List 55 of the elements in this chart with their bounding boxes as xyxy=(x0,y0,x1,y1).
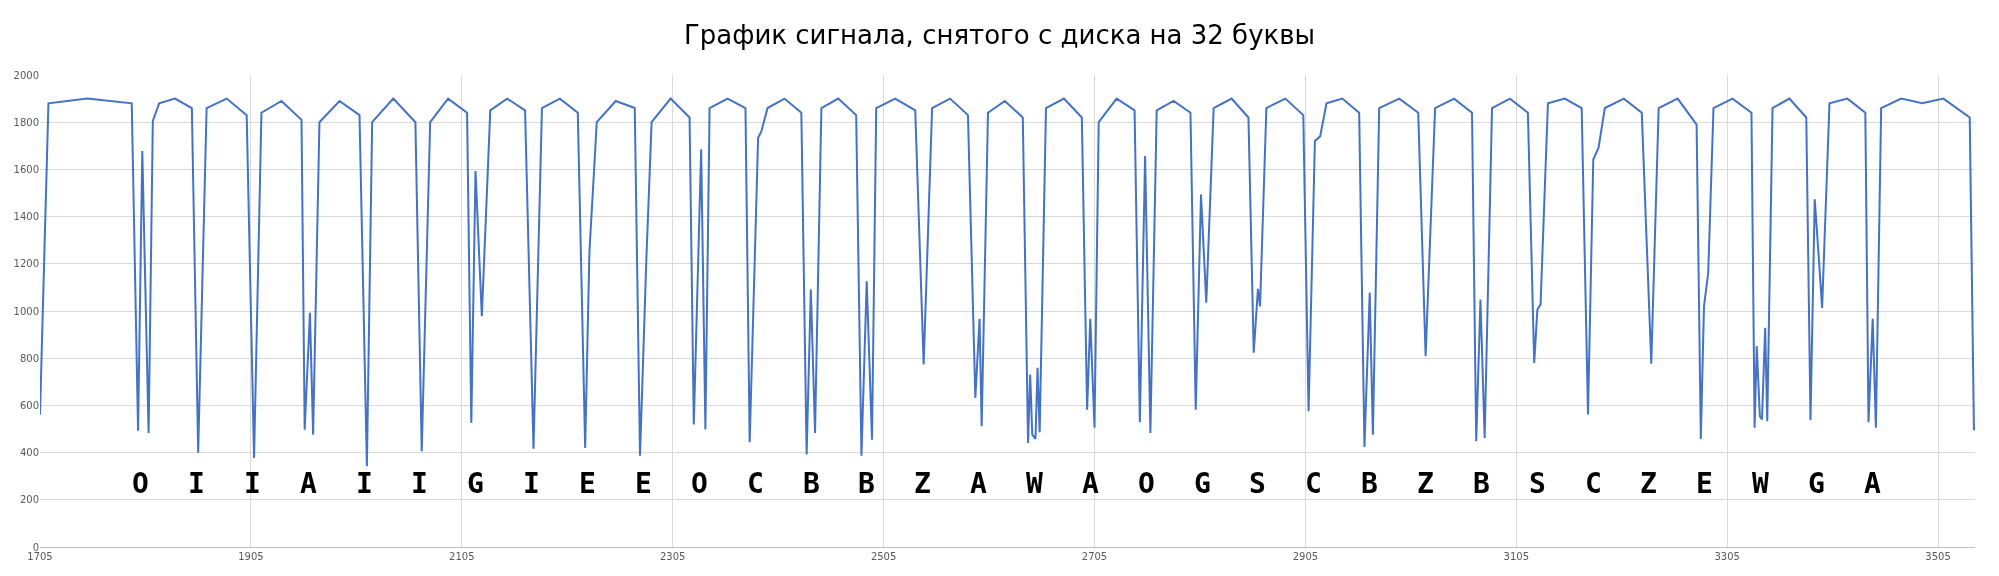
y-tick-label: 1600 xyxy=(13,163,39,175)
annotation: G xyxy=(1194,467,1211,500)
y-tick-label: 200 xyxy=(19,494,39,506)
annotation: I xyxy=(188,467,205,500)
annotation: I xyxy=(411,467,428,500)
x-tick-label: 3505 xyxy=(1925,551,1951,562)
annotation: B xyxy=(1361,467,1378,500)
x-tick-label: 1905 xyxy=(238,551,264,562)
y-tick-label: 1400 xyxy=(13,211,39,223)
annotation: A xyxy=(1082,467,1099,500)
y-tick-label: 2000 xyxy=(13,69,39,81)
annotation: W xyxy=(1752,467,1769,500)
annotation: C xyxy=(1305,467,1322,500)
y-tick-label: 1800 xyxy=(13,116,39,128)
annotation: O xyxy=(132,467,149,500)
annotation: B xyxy=(1473,467,1490,500)
x-tick-label: 3105 xyxy=(1503,551,1530,562)
y-tick-label: 800 xyxy=(19,352,39,364)
annotation: I xyxy=(356,467,373,500)
y-tick-label: 1000 xyxy=(13,305,39,317)
y-tick-label: 600 xyxy=(19,399,39,411)
line-series xyxy=(40,97,1975,468)
annotation: B xyxy=(858,467,875,500)
annotation: I xyxy=(523,467,540,500)
annotation: A xyxy=(1864,467,1881,500)
annotation: C xyxy=(747,467,764,500)
annotation: A xyxy=(300,467,317,500)
x-tick-label: 2905 xyxy=(1292,551,1319,562)
annotation: O xyxy=(691,467,708,500)
annotation: I xyxy=(244,467,261,500)
x-tick-label: 2705 xyxy=(1081,551,1108,562)
annotation: G xyxy=(1808,467,1825,500)
x-tick-label: 2305 xyxy=(659,551,686,562)
y-tick-label: 0 xyxy=(32,541,39,553)
annotation: W xyxy=(1026,467,1043,500)
annotation: Z xyxy=(1640,467,1657,500)
y-tick-label: 400 xyxy=(19,447,39,459)
annotation: G xyxy=(467,467,484,500)
annotation: O xyxy=(1138,467,1155,500)
chart-title: График сигнала, снятого с диска на 32 буквы xyxy=(683,20,1316,51)
annotation: E xyxy=(579,467,596,500)
annotation: S xyxy=(1249,467,1266,500)
x-tick-label: 2505 xyxy=(870,551,897,562)
annotation: Z xyxy=(1417,467,1434,500)
x-tick-label: 3305 xyxy=(1714,551,1740,562)
annotation: Z xyxy=(914,467,931,500)
x-tick-label: 1705 xyxy=(27,551,53,562)
y-tick-label: 1200 xyxy=(13,258,39,270)
annotation: B xyxy=(803,467,820,500)
annotation: C xyxy=(1585,467,1602,500)
annotation: E xyxy=(635,467,652,500)
annotation: E xyxy=(1696,467,1713,500)
annotation: A xyxy=(970,467,987,500)
x-tick-label: 2105 xyxy=(449,551,475,562)
annotation: S xyxy=(1529,467,1546,500)
